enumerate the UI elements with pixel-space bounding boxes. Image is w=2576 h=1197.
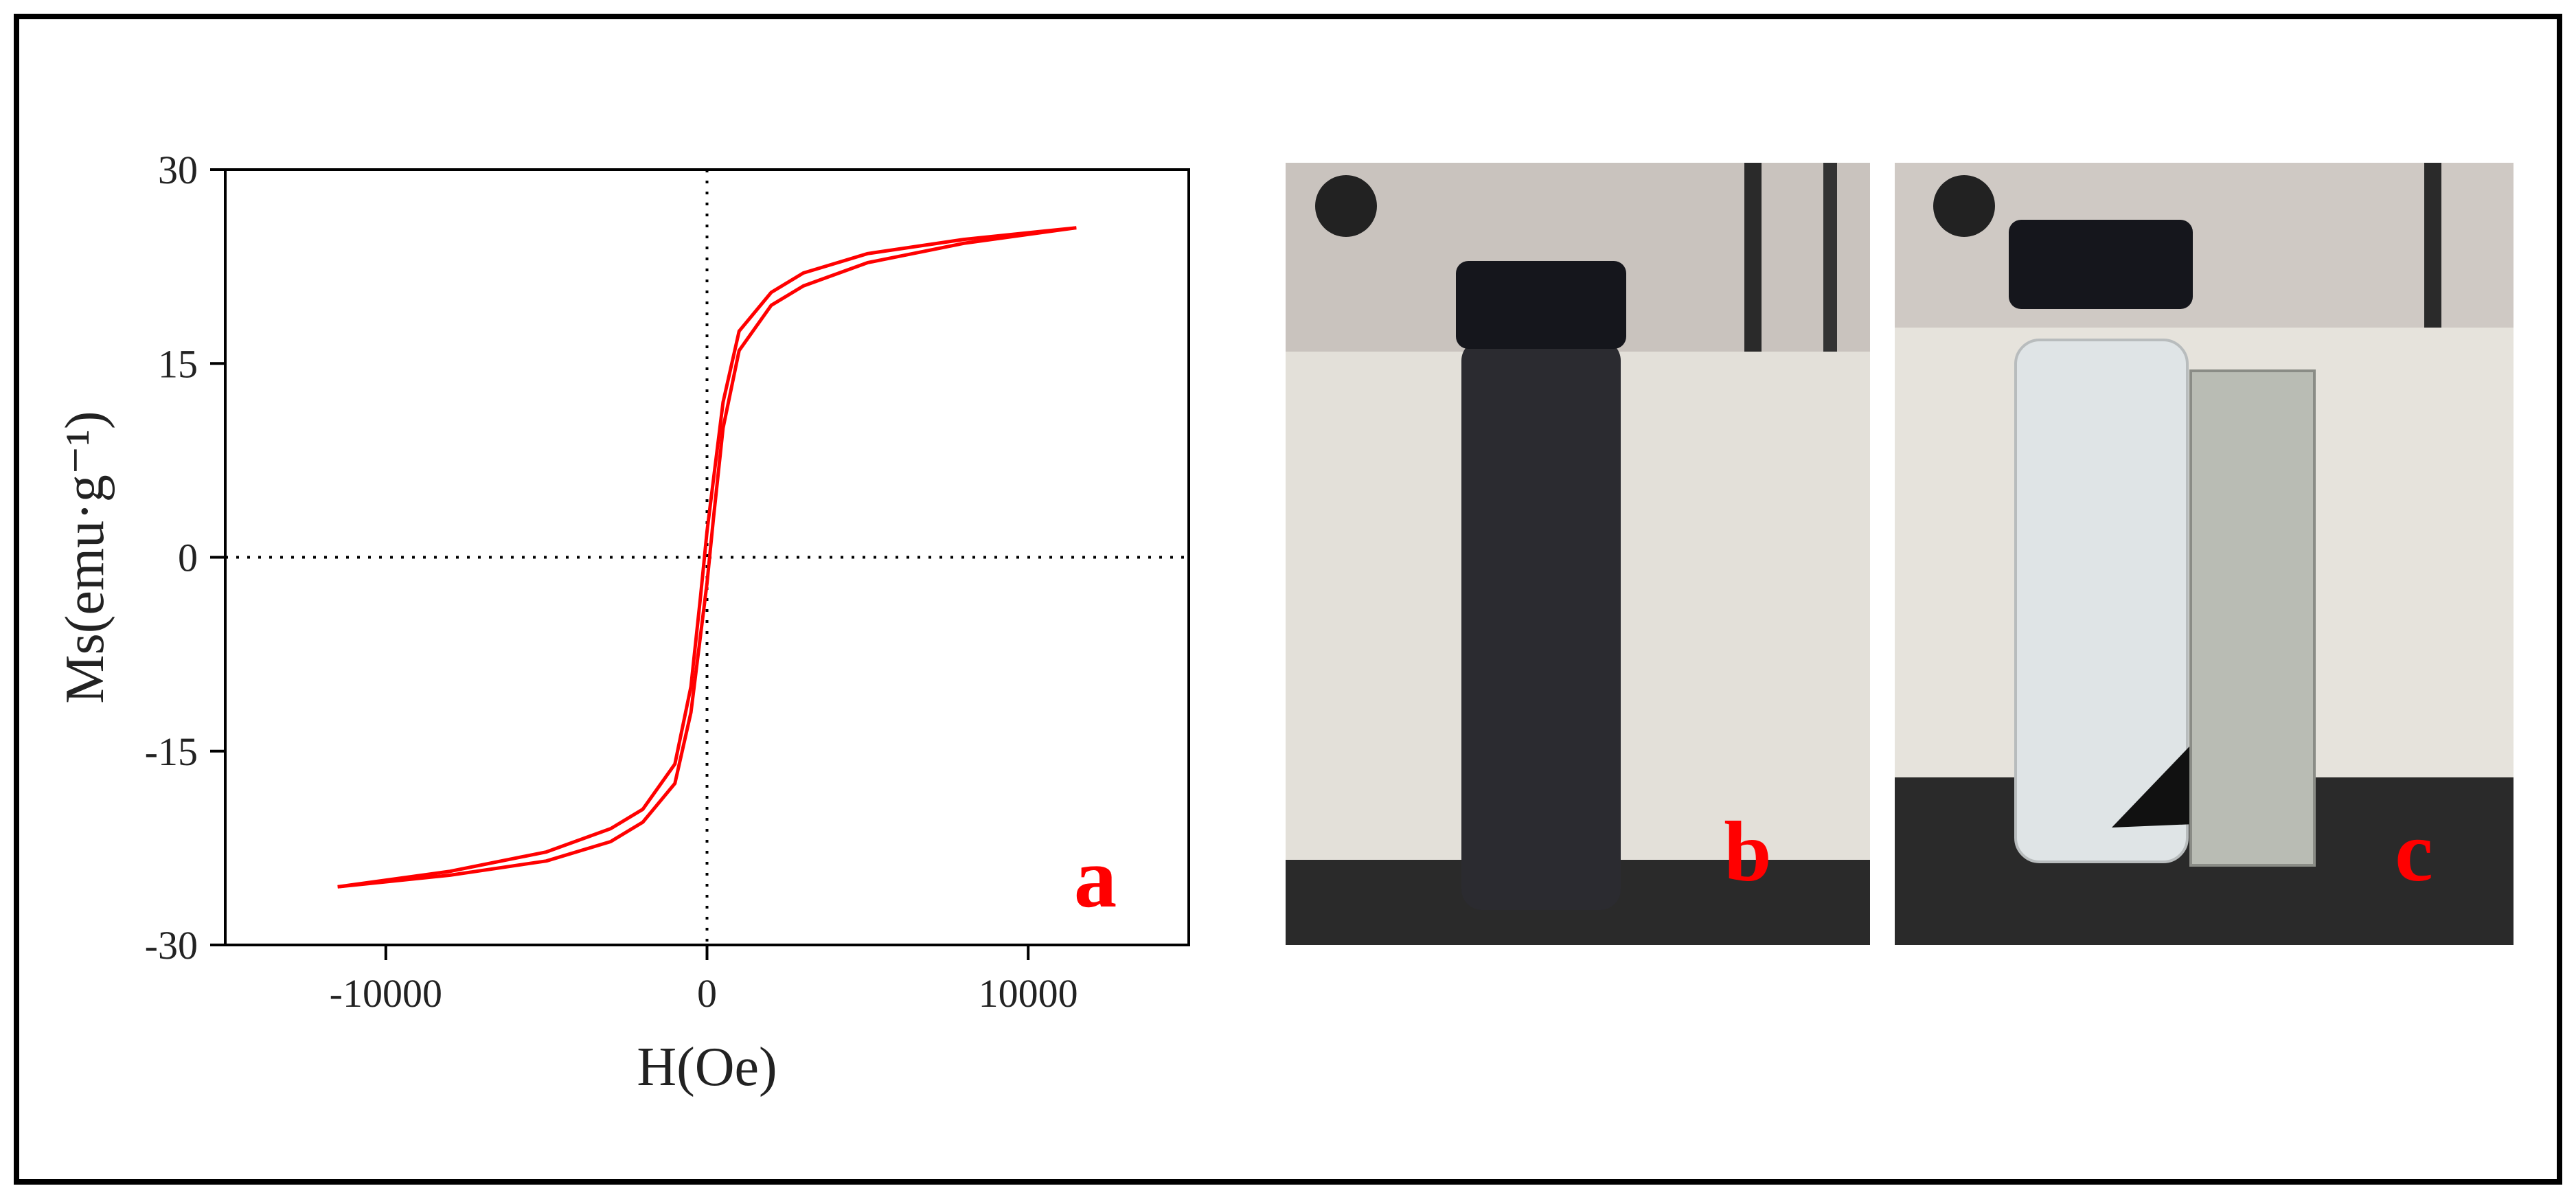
photo-b: b <box>1286 163 1870 945</box>
data-line <box>337 226 1077 889</box>
y-tick-label: 0 <box>178 536 198 580</box>
y-tick-label: 30 <box>158 148 198 192</box>
panel-label: b <box>1724 805 1772 900</box>
data-line <box>337 226 1077 889</box>
panel-label: c <box>2395 805 2432 900</box>
y-tick-label: -30 <box>145 923 198 968</box>
panel-label: a <box>1074 831 1117 926</box>
photo-c: c <box>1895 163 2514 945</box>
y-tick-label: 15 <box>158 341 198 386</box>
y-tick-label: -15 <box>145 729 198 774</box>
x-tick-label: 0 <box>697 971 717 1016</box>
x-axis-label: H(Oe) <box>637 1037 777 1097</box>
y-axis-label: Ms(emu·g⁻¹) <box>55 411 115 703</box>
x-tick-label: -10000 <box>330 971 442 1016</box>
x-tick-label: 10000 <box>979 971 1078 1016</box>
